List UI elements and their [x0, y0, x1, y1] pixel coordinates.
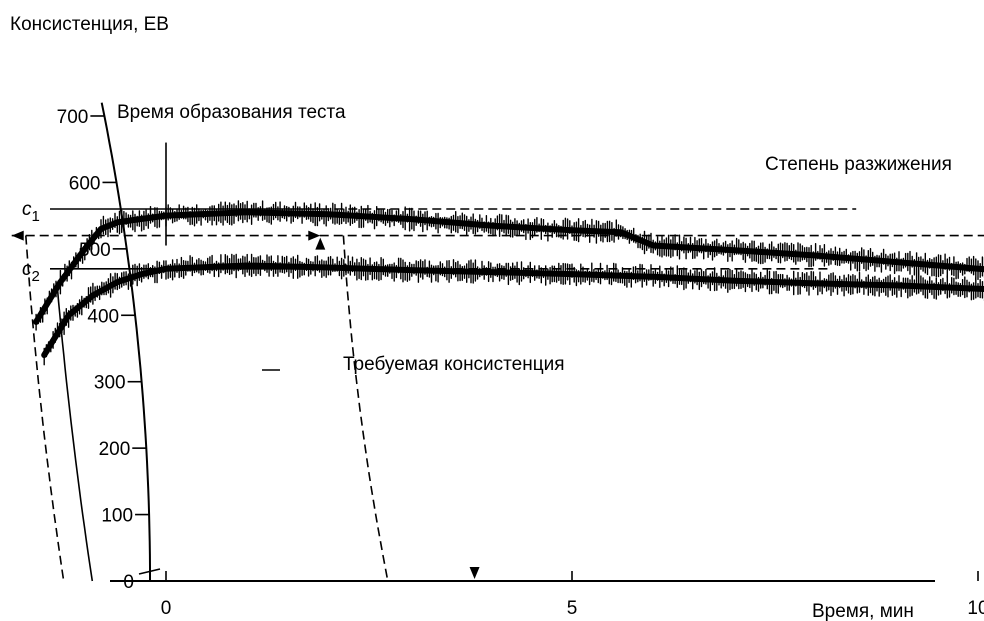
- construction-lines: [11, 142, 984, 582]
- y-tick-label: 700: [57, 107, 89, 128]
- series-group: [33, 200, 984, 366]
- y-axis-curve: [100, 102, 151, 581]
- annotation-dough-time: Время образования теста: [117, 102, 346, 123]
- y-tick-label: 400: [87, 306, 119, 327]
- marker-subscript: 1: [32, 208, 40, 225]
- x-axis-label: Время, мин: [812, 601, 914, 621]
- y-axis-label: Консистенция, ЕВ: [10, 14, 169, 35]
- series-upper-noise: [35, 200, 984, 331]
- y-tick-label: 200: [99, 439, 131, 460]
- series-lower-noise: [43, 253, 984, 366]
- arrow-head-down: [469, 567, 480, 579]
- start-solid-curve: [56, 288, 94, 582]
- x-tick-label: 0: [161, 598, 172, 619]
- start-dashed-curve: [25, 235, 65, 582]
- arrow-head-up: [315, 237, 326, 250]
- arrow-head-right: [308, 230, 321, 241]
- y-tick-label: 300: [94, 373, 126, 394]
- x-tick-label: 5: [567, 598, 578, 619]
- annotation-softening: Степень разжижения: [765, 154, 952, 175]
- x-tick-label: 10: [967, 598, 984, 619]
- y-tick-label: 600: [69, 173, 101, 194]
- arrow-head-left: [11, 230, 24, 241]
- y-tick-label: 100: [101, 506, 133, 527]
- required-consistency-curve: [342, 235, 389, 582]
- y-tick-label: 0: [123, 572, 134, 593]
- bottom-tick: [138, 568, 161, 575]
- marker-label-1: c1: [22, 199, 40, 225]
- marker-subscript: 2: [32, 268, 40, 285]
- series-lower-line: [41, 262, 984, 359]
- annotation-required: Требуемая консистенция: [343, 354, 565, 375]
- marker-label-2: c2: [22, 259, 40, 285]
- x-ticks: 051015: [161, 571, 984, 619]
